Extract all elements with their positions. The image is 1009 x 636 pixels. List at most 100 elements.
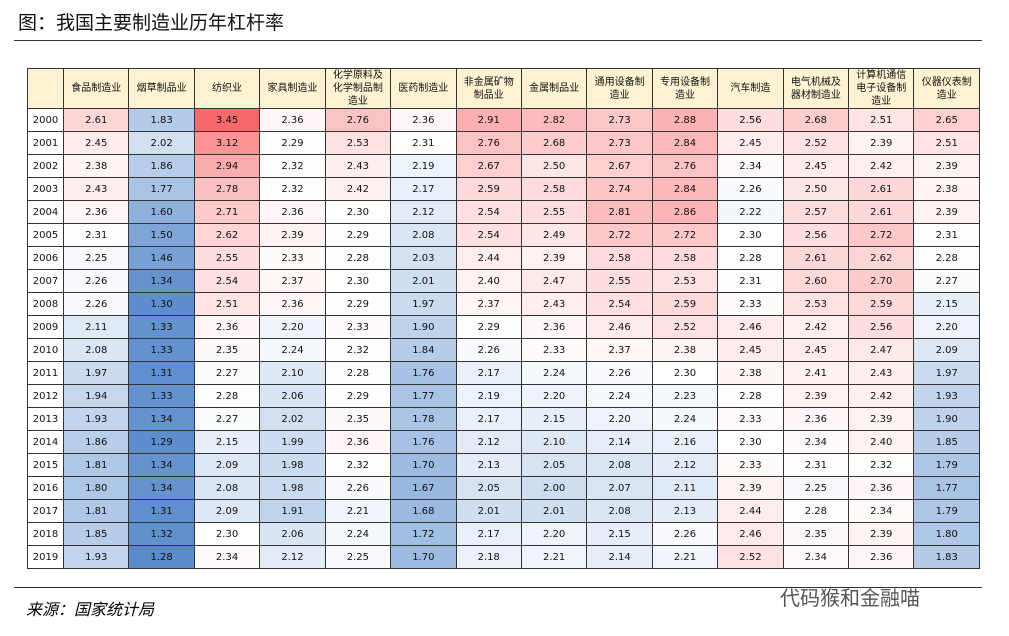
- value-cell: 2.26: [651, 522, 719, 546]
- watermark: 代码猴和金融喵: [780, 586, 920, 610]
- value-cell: 2.76: [651, 154, 719, 178]
- value-cell: 2.24: [586, 384, 653, 408]
- column-header: 纺织业: [193, 68, 261, 109]
- value-cell: 1.33: [128, 384, 195, 408]
- value-cell: 1.99: [259, 430, 326, 454]
- value-cell: 2.40: [455, 269, 522, 293]
- data-row: 2005 2.31 1.50 2.62 2.39 2.29 2.08 2.54 2.49 2.72…: [27, 223, 980, 247]
- value-cell: 2.10: [520, 430, 588, 454]
- value-cell: 2.33: [259, 246, 326, 270]
- value-cell: 2.32: [848, 453, 915, 477]
- value-cell: 2.42: [848, 384, 915, 408]
- value-cell: 2.43: [324, 154, 392, 178]
- value-cell: 2.25: [782, 476, 850, 500]
- value-cell: 2.35: [782, 522, 850, 546]
- value-cell: 2.56: [782, 223, 850, 247]
- value-cell: 2.76: [324, 108, 392, 132]
- value-cell: 2.72: [651, 223, 719, 247]
- value-cell: 1.79: [913, 499, 980, 523]
- value-cell: 2.19: [455, 384, 522, 408]
- value-cell: 2.34: [782, 430, 850, 454]
- value-cell: 2.09: [193, 453, 261, 477]
- value-cell: 2.12: [390, 200, 457, 224]
- value-cell: 2.26: [586, 361, 653, 385]
- value-cell: 2.12: [455, 430, 522, 454]
- rule: [14, 587, 982, 588]
- data-row: 2002 2.38 1.86 2.94 2.32 2.43 2.19 2.67 2.50 2.67…: [27, 154, 980, 178]
- value-cell: 2.30: [324, 269, 392, 293]
- value-cell: 2.32: [259, 177, 326, 201]
- value-cell: 2.31: [62, 223, 130, 247]
- value-cell: 2.18: [455, 545, 522, 569]
- value-cell: 2.02: [128, 131, 195, 155]
- value-cell: 2.25: [324, 545, 392, 569]
- value-cell: 2.44: [455, 246, 522, 270]
- value-cell: 2.37: [586, 338, 653, 362]
- value-cell: 1.70: [390, 453, 457, 477]
- value-cell: 2.43: [848, 361, 915, 385]
- value-cell: 2.13: [455, 453, 522, 477]
- value-cell: 2.20: [259, 315, 326, 339]
- value-cell: 2.33: [717, 407, 784, 431]
- column-header: 仪器仪表制造业: [913, 68, 980, 109]
- value-cell: 2.37: [455, 292, 522, 316]
- year-cell: 2015: [27, 453, 64, 477]
- column-header: 计算机通信电子设备制造业: [848, 68, 915, 109]
- value-cell: 2.53: [324, 131, 392, 155]
- value-cell: 2.08: [193, 476, 261, 500]
- value-cell: 2.39: [913, 154, 980, 178]
- value-cell: 2.29: [259, 131, 326, 155]
- value-cell: 2.30: [717, 430, 784, 454]
- value-cell: 2.36: [259, 292, 326, 316]
- value-cell: 1.29: [128, 430, 195, 454]
- value-cell: 2.10: [259, 361, 326, 385]
- value-cell: 2.26: [62, 292, 130, 316]
- value-cell: 2.36: [62, 200, 130, 224]
- value-cell: 2.68: [520, 131, 588, 155]
- value-cell: 1.80: [62, 476, 130, 500]
- value-cell: 2.46: [717, 315, 784, 339]
- value-cell: 2.73: [586, 131, 653, 155]
- value-cell: 2.46: [717, 522, 784, 546]
- value-cell: 2.05: [520, 453, 588, 477]
- value-cell: 2.28: [782, 499, 850, 523]
- value-cell: 2.30: [193, 522, 261, 546]
- value-cell: 2.51: [848, 108, 915, 132]
- value-cell: 1.60: [128, 200, 195, 224]
- value-cell: 2.55: [520, 200, 588, 224]
- value-cell: 2.02: [259, 407, 326, 431]
- value-cell: 2.19: [390, 154, 457, 178]
- value-cell: 1.90: [390, 315, 457, 339]
- year-cell: 2003: [27, 177, 64, 201]
- data-row: 2011 1.97 1.31 2.27 2.10 2.28 1.76 2.17 2.24 2.26…: [27, 361, 980, 385]
- value-cell: 2.17: [455, 407, 522, 431]
- value-cell: 2.55: [193, 246, 261, 270]
- value-cell: 2.88: [651, 108, 719, 132]
- value-cell: 1.46: [128, 246, 195, 270]
- value-cell: 2.84: [651, 177, 719, 201]
- value-cell: 2.23: [651, 384, 719, 408]
- value-cell: 1.67: [390, 476, 457, 500]
- value-cell: 2.15: [193, 430, 261, 454]
- year-cell: 2008: [27, 292, 64, 316]
- value-cell: 2.28: [324, 246, 392, 270]
- value-cell: 2.27: [193, 361, 261, 385]
- year-cell: 2007: [27, 269, 64, 293]
- value-cell: 2.36: [259, 200, 326, 224]
- value-cell: 2.20: [586, 407, 653, 431]
- value-cell: 1.33: [128, 315, 195, 339]
- value-cell: 2.24: [651, 407, 719, 431]
- value-cell: 2.33: [324, 315, 392, 339]
- value-cell: 2.06: [259, 384, 326, 408]
- value-cell: 2.32: [324, 338, 392, 362]
- value-cell: 2.35: [193, 338, 261, 362]
- value-cell: 2.30: [717, 223, 784, 247]
- value-cell: 2.34: [782, 545, 850, 569]
- value-cell: 2.08: [586, 499, 653, 523]
- value-cell: 1.70: [390, 545, 457, 569]
- corner-cell: [27, 68, 64, 109]
- data-row: 2010 2.08 1.33 2.35 2.24 2.32 1.84 2.26 2.33 2.37…: [27, 338, 980, 362]
- value-cell: 2.39: [520, 246, 588, 270]
- year-cell: 2005: [27, 223, 64, 247]
- value-cell: 2.29: [455, 315, 522, 339]
